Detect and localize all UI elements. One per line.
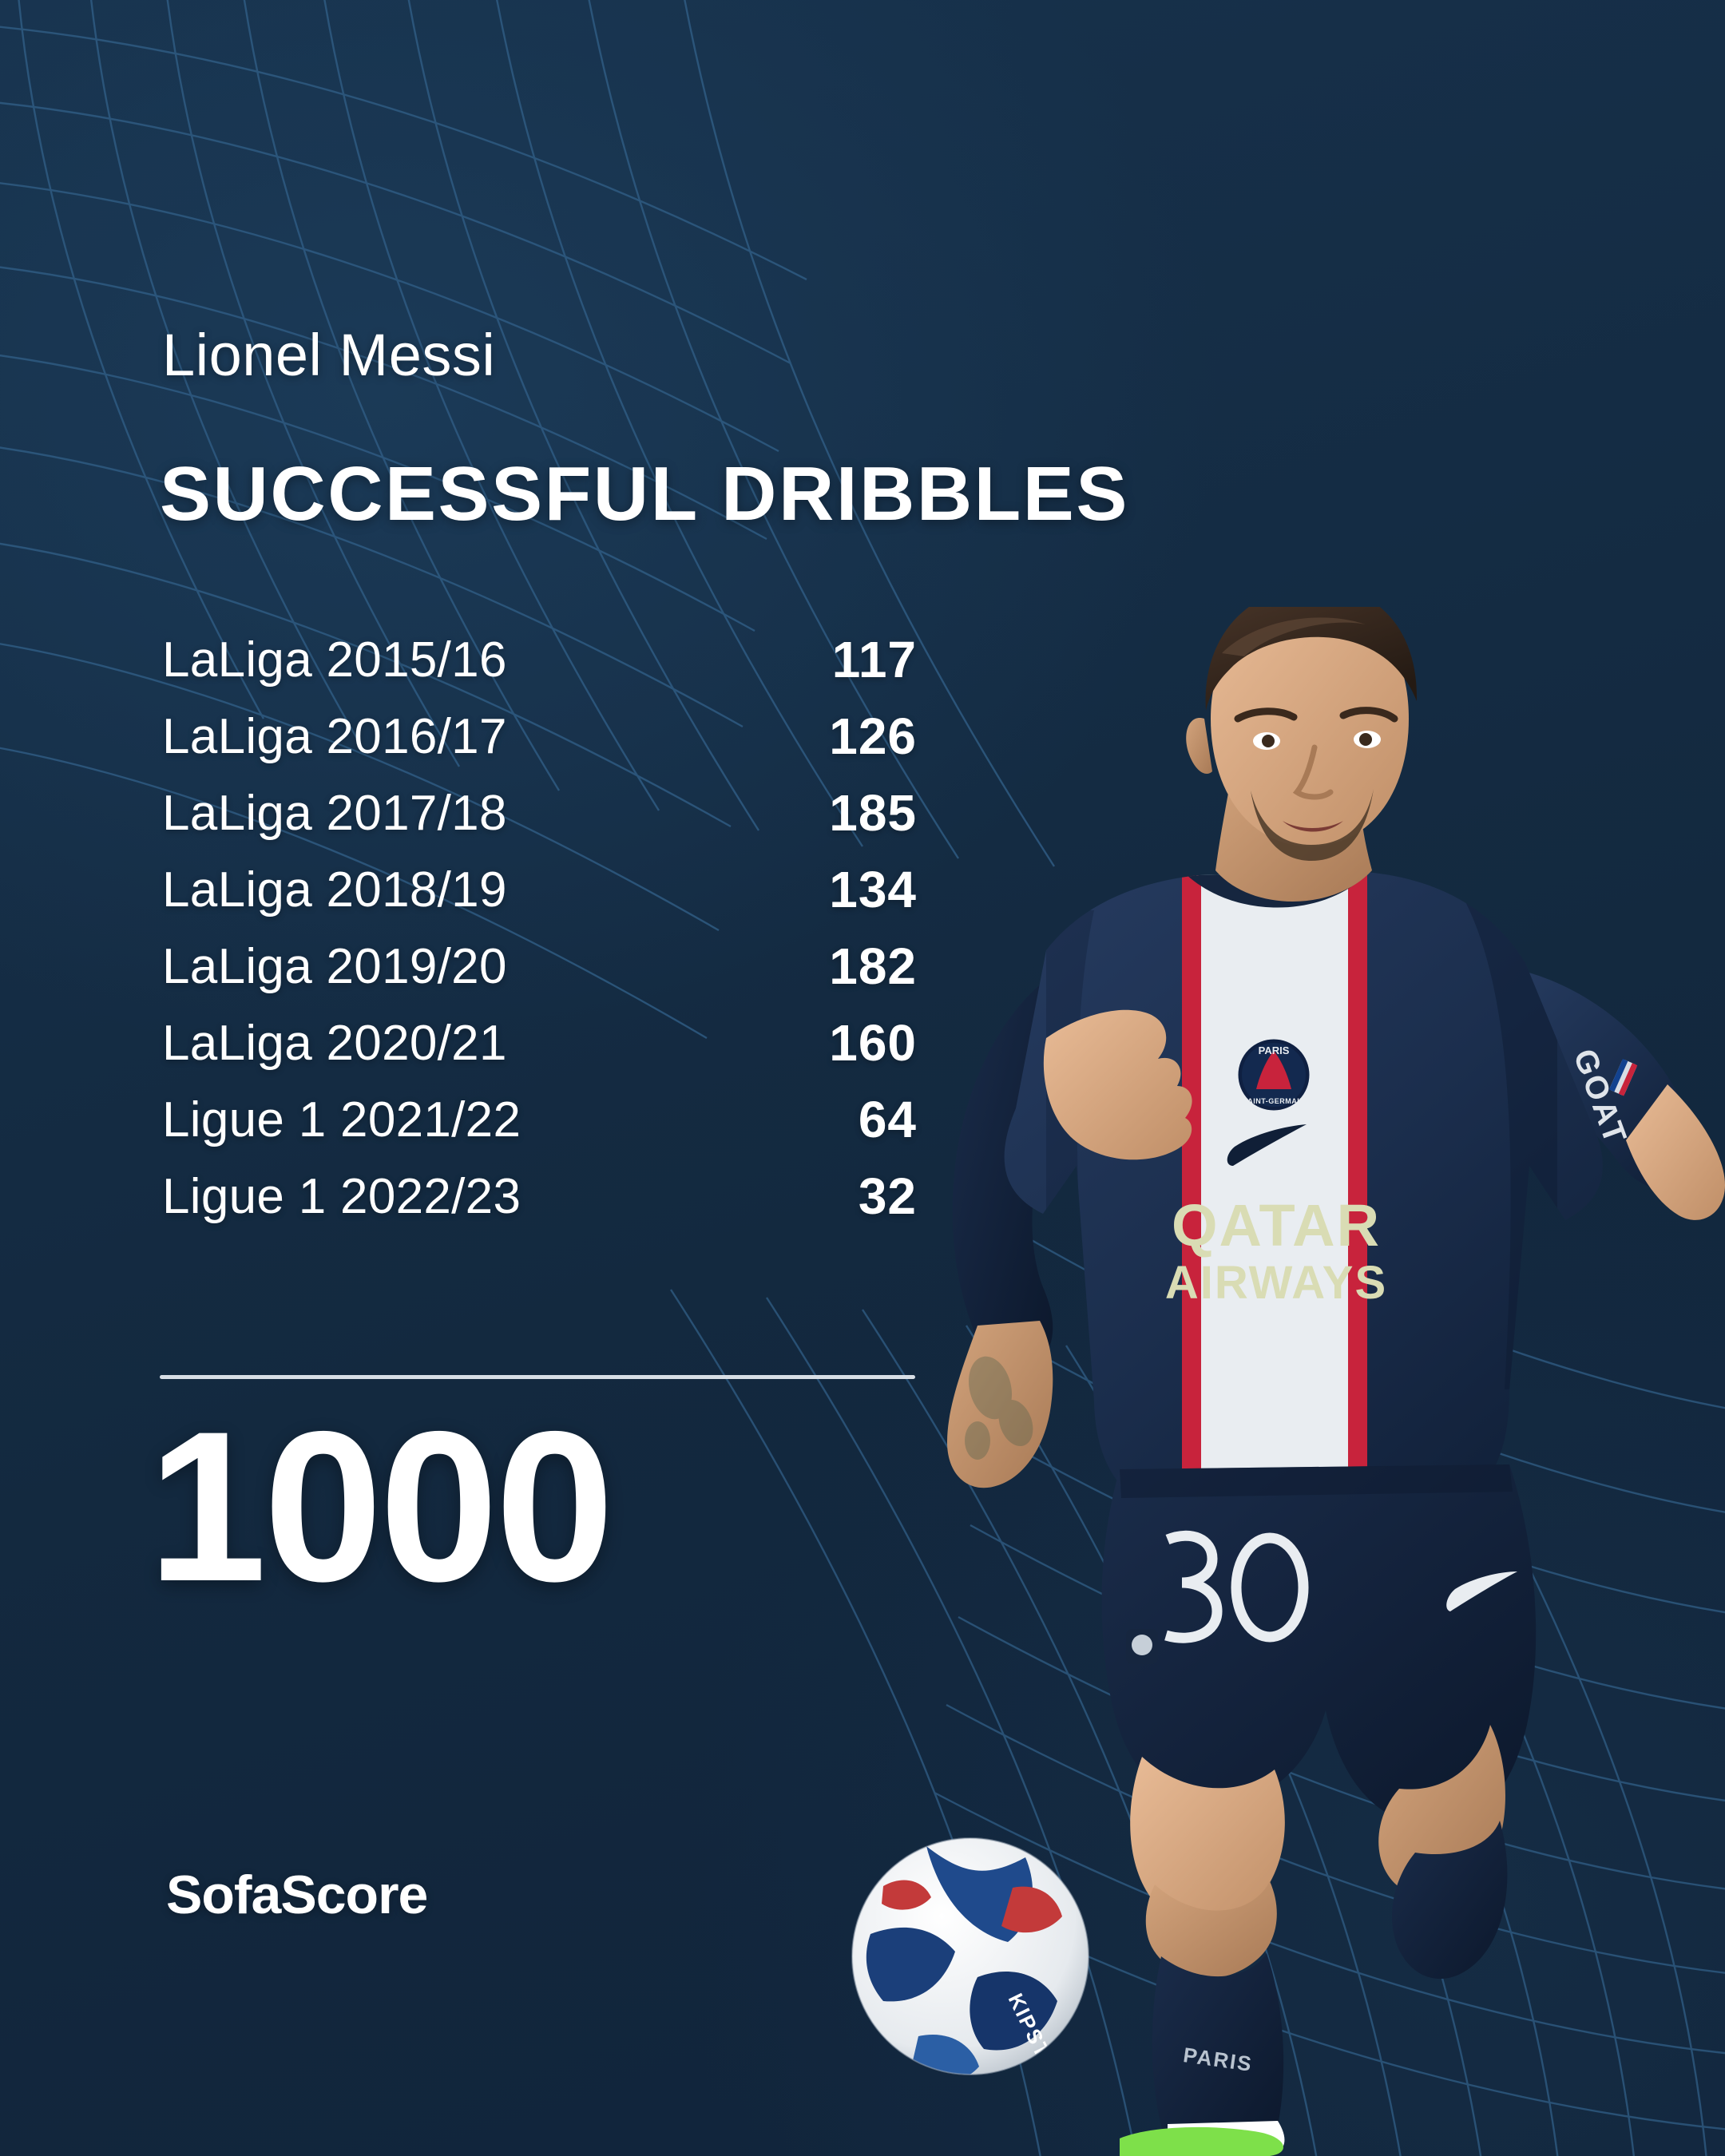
list-item: LaLiga 2017/18 185	[162, 775, 917, 851]
row-value: 32	[858, 1167, 917, 1225]
row-value: 182	[829, 937, 917, 995]
list-item: Ligue 1 2022/23 32	[162, 1158, 917, 1235]
list-item: LaLiga 2015/16 117	[162, 621, 917, 698]
row-label: LaLiga 2018/19	[162, 862, 507, 917]
stats-list: LaLiga 2015/16 117 LaLiga 2016/17 126 La…	[162, 621, 917, 1235]
total-divider	[160, 1375, 915, 1379]
row-label: Ligue 1 2021/22	[162, 1092, 521, 1147]
row-label: Ligue 1 2022/23	[162, 1168, 521, 1224]
row-value: 160	[829, 1014, 917, 1072]
player-name: Lionel Messi	[162, 322, 496, 388]
row-value: 64	[858, 1091, 917, 1148]
row-label: LaLiga 2020/21	[162, 1015, 507, 1071]
list-item: LaLiga 2018/19 134	[162, 851, 917, 928]
list-item: LaLiga 2019/20 182	[162, 928, 917, 1005]
row-label: LaLiga 2019/20	[162, 938, 507, 994]
row-label: LaLiga 2015/16	[162, 632, 507, 688]
list-item: Ligue 1 2021/22 64	[162, 1081, 917, 1158]
list-item: LaLiga 2020/21 160	[162, 1005, 917, 1081]
sofascore-logo: SofaScore	[166, 1865, 428, 1925]
row-label: LaLiga 2016/17	[162, 708, 507, 764]
row-value: 134	[829, 861, 917, 918]
row-label: LaLiga 2017/18	[162, 785, 507, 841]
list-item: LaLiga 2016/17 126	[162, 698, 917, 775]
page-title: SUCCESSFUL DRIBBLES	[160, 451, 1129, 537]
row-value: 185	[829, 784, 917, 842]
row-value: 117	[831, 631, 917, 688]
row-value: 126	[829, 707, 917, 765]
total-value: 1000	[148, 1386, 614, 1626]
